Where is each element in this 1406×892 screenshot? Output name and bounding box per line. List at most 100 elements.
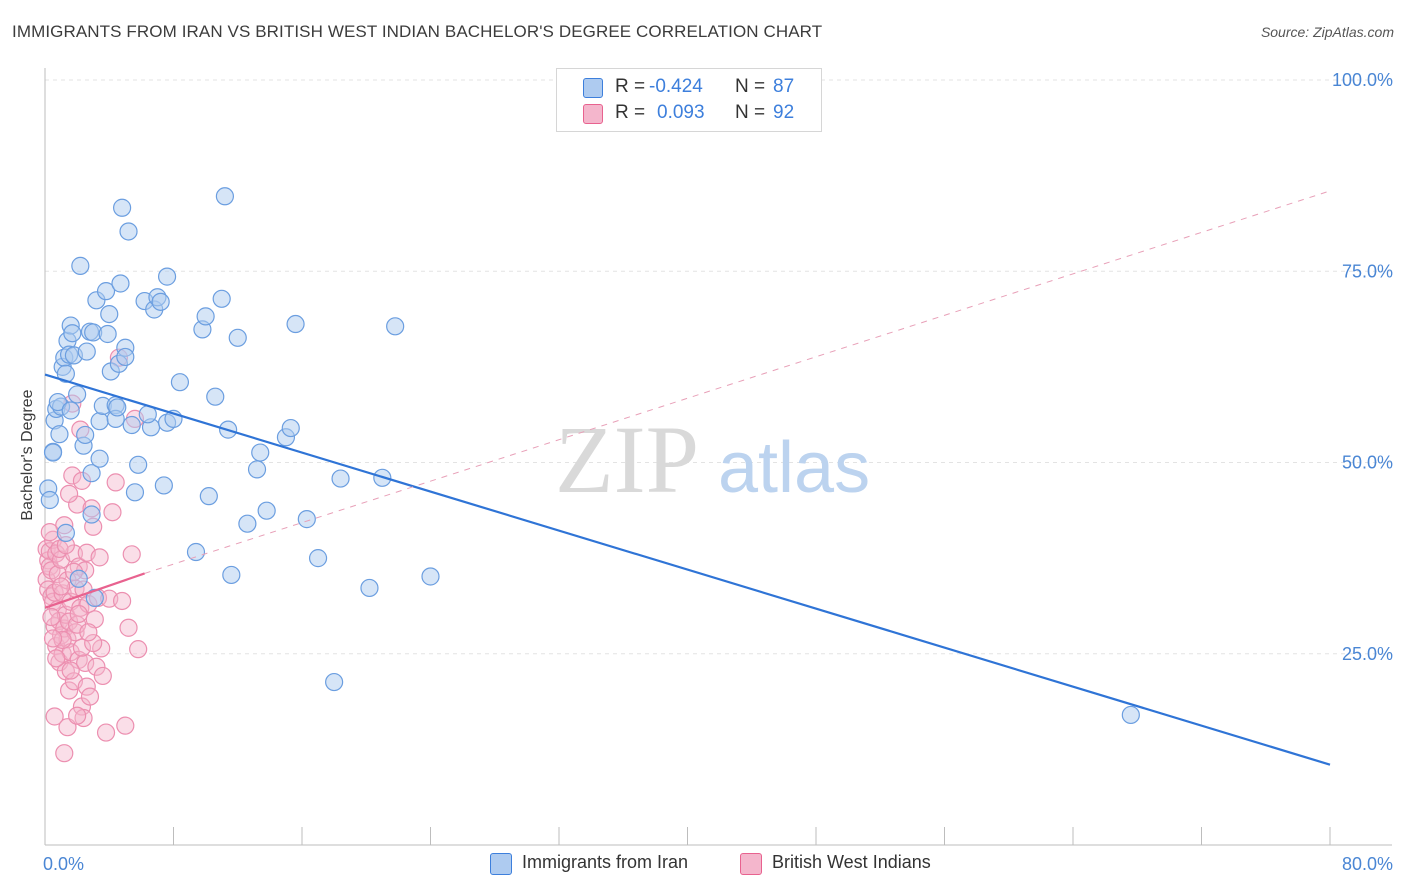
watermark-zip: ZIP [555, 406, 699, 513]
watermark: ZIP atlas [555, 406, 870, 513]
bottom-legend-label-bwi: British West Indians [772, 852, 931, 872]
data-point-bwi [45, 707, 64, 726]
legend-swatch-bwi [583, 104, 603, 124]
bottom-legend-swatch-bwi [740, 853, 762, 875]
trendline-iran [44, 373, 1331, 766]
data-point-iran [56, 364, 75, 383]
data-point-iran [228, 328, 247, 347]
data-point-bwi [42, 607, 61, 627]
data-point-iran [48, 392, 67, 412]
data-point-bwi [72, 638, 92, 657]
data-point-iran [212, 289, 231, 308]
y-tick-label: 50.0% [1342, 453, 1393, 473]
x-tick-label-min: 0.0% [43, 854, 84, 874]
data-point-iran [111, 274, 130, 293]
data-point-iran [119, 222, 138, 241]
data-point-bwi [84, 633, 103, 653]
data-point-bwi [40, 523, 59, 542]
trendlines [44, 190, 1331, 766]
data-point-iran [286, 314, 305, 334]
data-point-iran [157, 267, 177, 286]
data-point-iran [360, 578, 379, 598]
data-point-bwi [55, 744, 74, 763]
data-point-bwi [129, 640, 148, 659]
data-point-bwi [116, 716, 135, 735]
data-point-iran [222, 565, 241, 585]
data-point-bwi [79, 623, 98, 642]
source-label: Source: ZipAtlas.com [1260, 24, 1394, 40]
data-point-bwi [43, 629, 63, 648]
data-point-iran [206, 387, 225, 406]
data-point-bwi [80, 687, 100, 706]
data-point-iran [77, 342, 96, 361]
data-point-iran [215, 187, 234, 206]
data-point-iran [238, 514, 257, 533]
data-point-bwi [90, 548, 109, 567]
data-point-iran [199, 487, 218, 506]
data-point-iran [63, 324, 82, 343]
data-point-bwi [93, 666, 112, 686]
data-point-iran [50, 425, 69, 444]
data-point-bwi [59, 484, 79, 503]
data-point-iran [56, 523, 75, 542]
data-point-iran [43, 443, 63, 462]
data-point-iran [308, 549, 328, 568]
legend-n-value-iran: 87 [773, 76, 795, 97]
data-point-bwi [96, 723, 116, 742]
trendline-bwi-projection [144, 190, 1331, 574]
british-west-indians-points [37, 348, 148, 763]
legend-r-label: R = [615, 102, 646, 123]
data-point-iran [297, 510, 316, 529]
grid-lines [45, 79, 1392, 655]
data-point-iran [247, 460, 267, 479]
data-point-iran [90, 412, 109, 431]
data-point-iran [281, 418, 300, 438]
y-tick-label: 75.0% [1342, 261, 1393, 281]
data-point-iran [154, 476, 173, 495]
legend-swatch-iran [583, 78, 603, 98]
legend-n-value-bwi: 92 [773, 102, 795, 123]
data-point-bwi [103, 503, 122, 522]
data-point-bwi [76, 653, 95, 673]
data-point-iran [82, 464, 101, 483]
data-point-iran [82, 505, 101, 524]
legend-r-label: R = [615, 76, 646, 97]
data-point-iran [331, 469, 350, 488]
data-point-bwi [51, 577, 71, 596]
legend-n-label: N = [735, 76, 766, 97]
data-point-iran [421, 567, 440, 586]
tick-labels: 100.0% 75.0% 50.0% 25.0% 0.0% 80.0% [43, 70, 1393, 874]
data-point-iran [122, 415, 141, 435]
chart-title: IMMIGRANTS FROM IRAN VS BRITISH WEST IND… [12, 22, 823, 41]
data-point-bwi [59, 681, 79, 700]
data-point-iran [151, 292, 170, 311]
data-point-bwi [122, 545, 141, 564]
data-point-bwi [119, 618, 138, 637]
data-point-iran [112, 198, 132, 217]
legend-box: R = -0.424 N = 87 R = 0.093 N = 92 [556, 68, 822, 132]
data-point-iran [40, 490, 59, 510]
data-point-bwi [61, 661, 80, 680]
data-point-iran [68, 385, 87, 404]
iran-points [39, 187, 1140, 725]
data-point-iran [90, 449, 109, 468]
data-point-bwi [112, 591, 132, 611]
data-point-iran [186, 542, 206, 562]
legend-n-label: N = [735, 102, 766, 123]
data-point-iran [125, 483, 145, 502]
data-point-iran [196, 307, 215, 326]
legend-r-value-iran: -0.424 [649, 76, 703, 97]
data-point-iran [251, 443, 270, 462]
bottom-legend-label-iran: Immigrants from Iran [522, 852, 689, 872]
data-point-iran [98, 324, 117, 344]
data-point-iran [325, 672, 344, 692]
data-point-bwi [47, 649, 66, 668]
trendline-bwi [44, 572, 145, 609]
data-point-iran [257, 501, 276, 520]
x-tick-label-max: 80.0% [1342, 854, 1393, 874]
data-point-iran [1121, 705, 1140, 725]
data-point-iran [71, 256, 90, 275]
data-point-bwi [68, 706, 87, 725]
data-point-iran [96, 282, 116, 301]
